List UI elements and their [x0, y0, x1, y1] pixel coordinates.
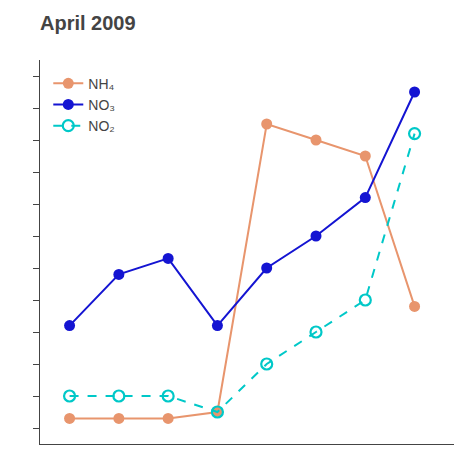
- svg-text:NO₃: NO₃: [88, 97, 115, 113]
- svg-text:NO₂: NO₂: [88, 118, 114, 134]
- svg-text:NH₄: NH₄: [88, 76, 114, 92]
- svg-text:April 2009: April 2009: [40, 12, 136, 34]
